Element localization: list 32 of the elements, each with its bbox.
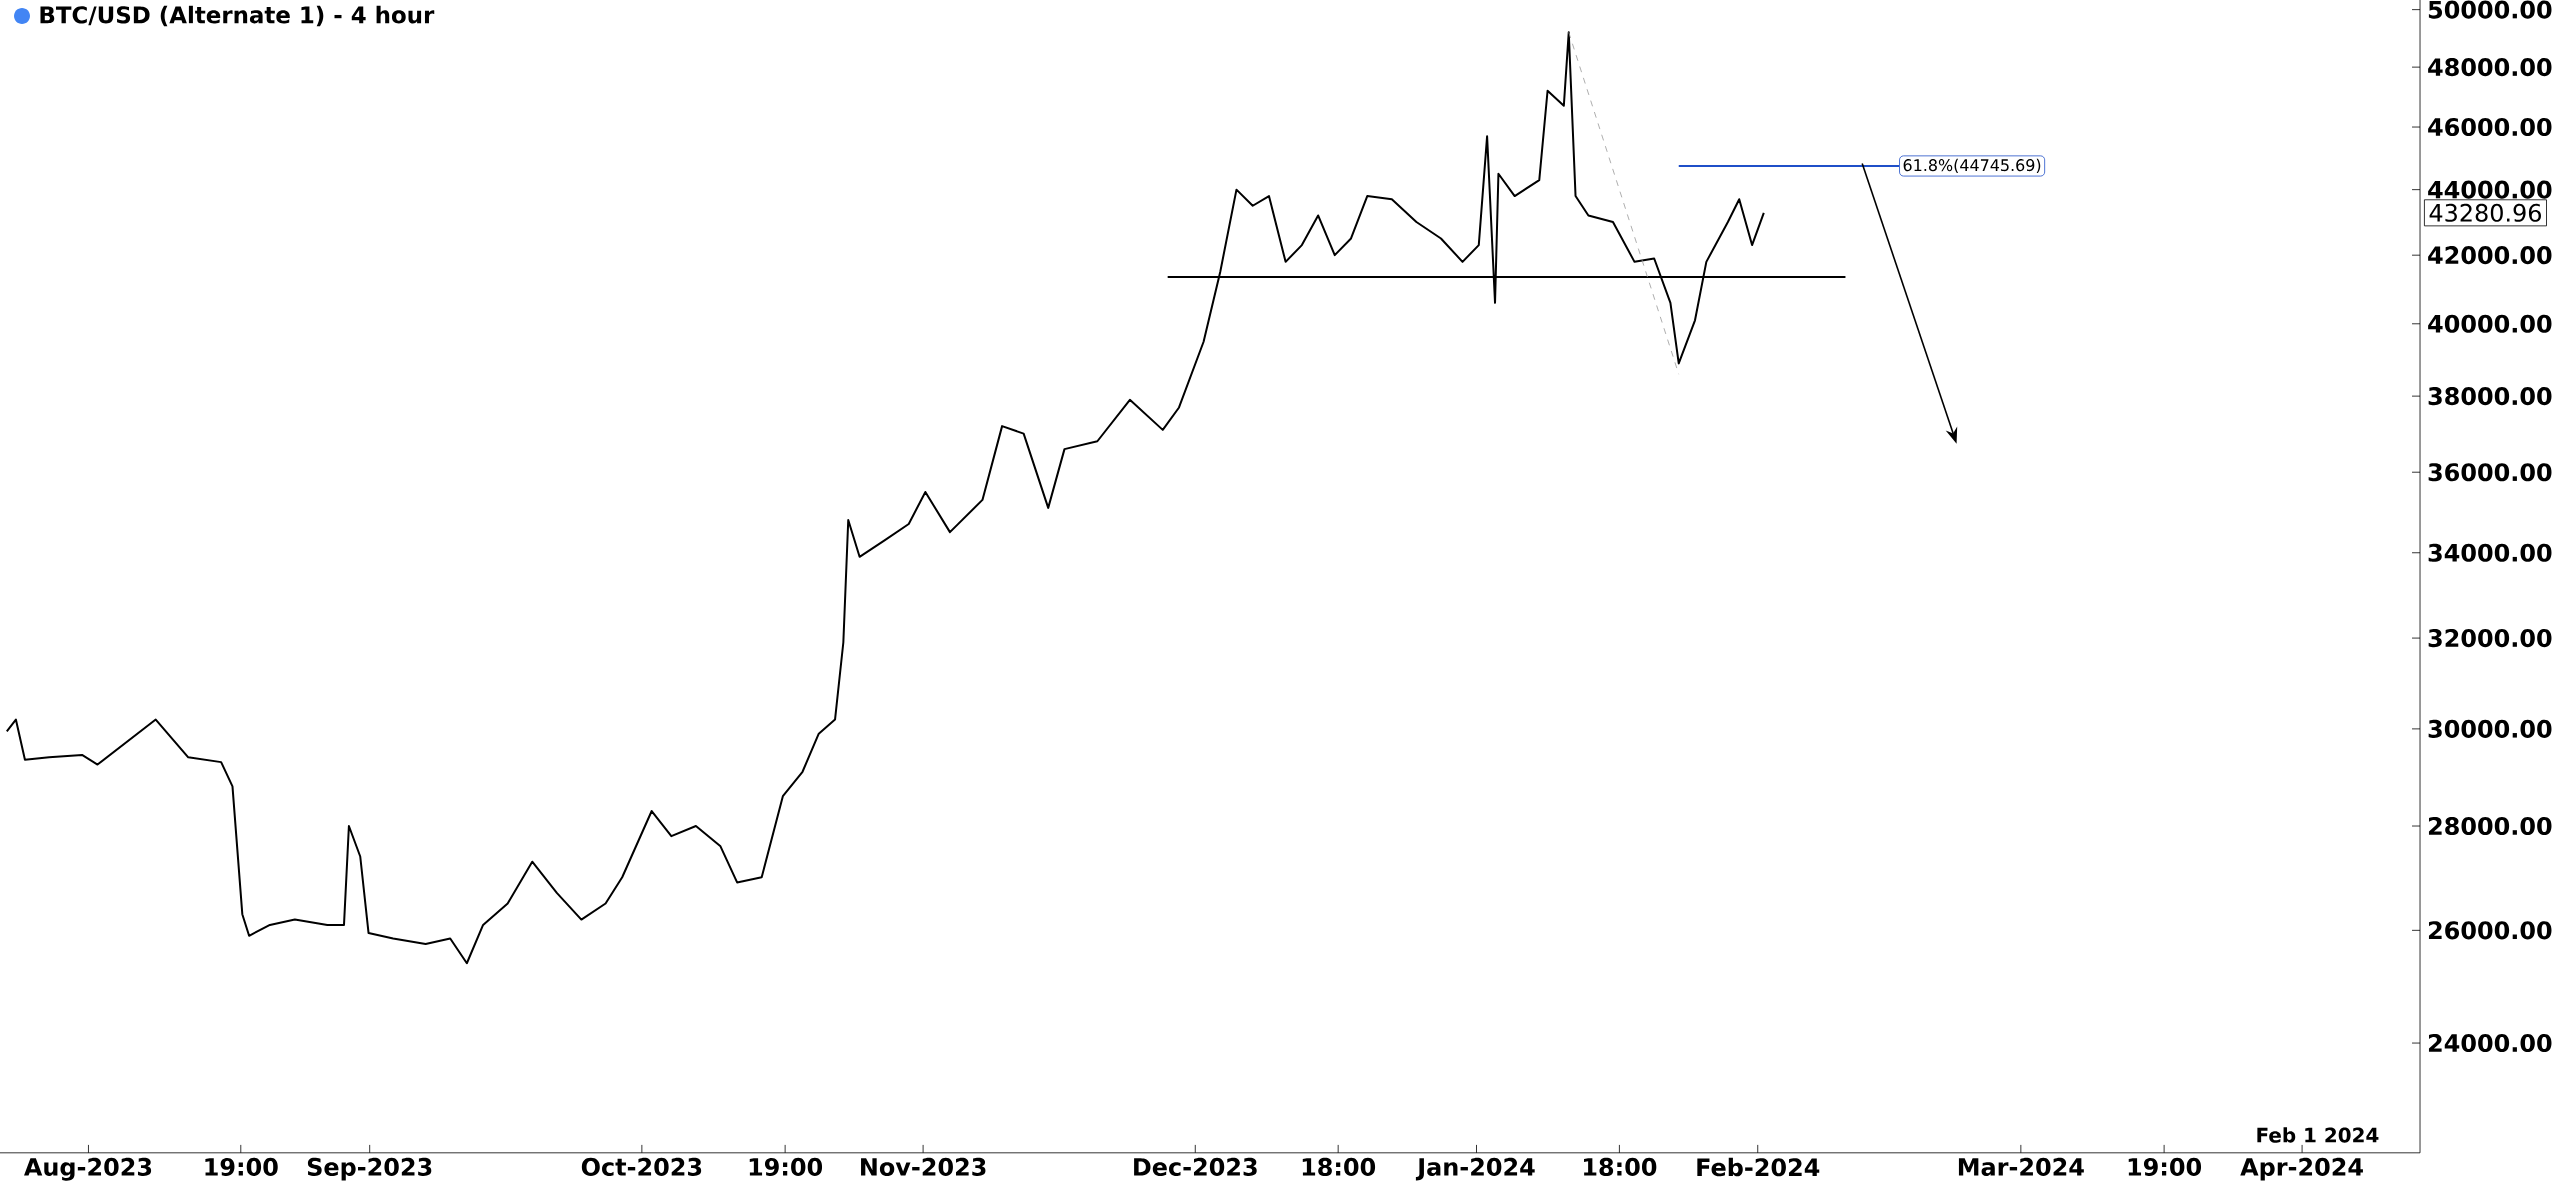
text: 43280.96	[2429, 203, 2541, 222]
y-tick-label: 28000.00	[2428, 816, 2552, 836]
annotation: 61.8%(44745.69)	[1903, 158, 2041, 174]
y-tick-label: 40000.00	[2428, 314, 2552, 333]
x-tick-label: 18:00	[1584, 1157, 1657, 1176]
x-tick-label: Jan-2024	[1415, 1157, 1535, 1181]
x-tick-label: Mar-2024	[1958, 1157, 2084, 1176]
x-tick-label: Dec-2023	[1134, 1157, 1257, 1176]
x-tick-label: Nov-2023	[861, 1157, 986, 1176]
y-tick-label: 50000.00	[2428, 0, 2552, 19]
x-tick-label: Aug-2023	[24, 1157, 152, 1181]
y-tick-label: 32000.00	[2428, 629, 2552, 648]
annotation: Feb 1 2024	[2257, 1127, 2379, 1143]
x-tick-label: Apr-2024	[2240, 1157, 2363, 1181]
y-tick-label: 24000.00	[2428, 1034, 2552, 1053]
y-tick-label: 42000.00	[2428, 246, 2552, 265]
y-tick-label: 46000.00	[2428, 117, 2552, 137]
y-tick-label: 36000.00	[2428, 463, 2552, 482]
y-tick-label: 34000.00	[2428, 543, 2552, 562]
x-tick-label: Feb-2024	[1697, 1157, 1820, 1177]
x-tick-label: 19:00	[749, 1157, 823, 1176]
x-tick-label: 19:00	[205, 1157, 278, 1176]
y-tick-label: 26000.00	[2428, 921, 2552, 940]
x-tick-label: Sep-2023	[307, 1157, 432, 1181]
y-tick-label: 38000.00	[2428, 387, 2552, 406]
x-tick-label: 19:00	[2128, 1157, 2202, 1176]
x-tick-label: 18:00	[1302, 1157, 1376, 1176]
chart-title: BTC/USD (Alternate 1) - 4 hour	[40, 5, 435, 27]
x-tick-label: Oct-2023	[581, 1157, 702, 1176]
y-tick-label: 48000.00	[2428, 58, 2552, 77]
y-tick-label: 44000.00	[2428, 180, 2552, 199]
y-tick-label: 30000.00	[2428, 719, 2552, 738]
